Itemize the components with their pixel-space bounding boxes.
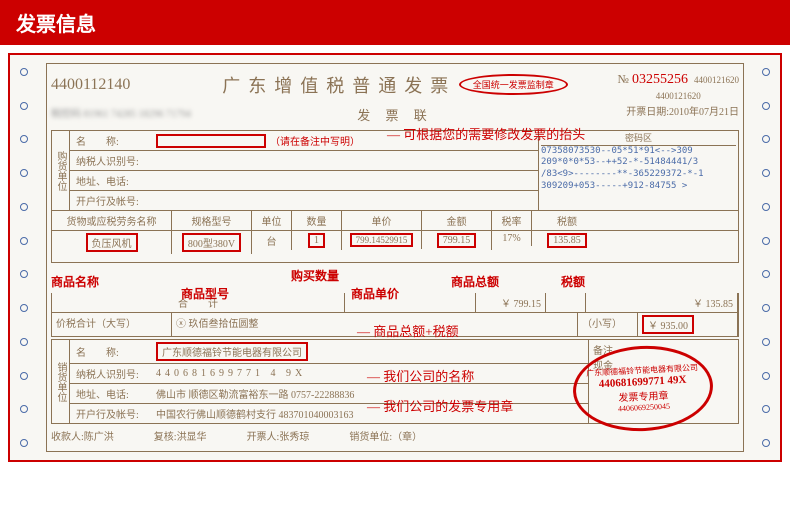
buyer-name-box <box>156 134 266 148</box>
item-tax: 135.85 <box>547 233 587 248</box>
buyer-vlabel: 购货单位 <box>52 131 70 210</box>
col-name: 货物或应税劳务名称 <box>52 211 172 230</box>
buyer-addr-label: 地址、电话: <box>76 173 129 188</box>
buyer-name-label: 名 称: <box>76 133 156 148</box>
invoice-code: 4400112140 <box>51 76 130 94</box>
seller-tax-label: 纳税人识别号: <box>76 366 156 381</box>
seller-vlabel: 销货单位 <box>52 340 70 423</box>
perforation-left <box>14 55 34 460</box>
sum-amount: ￥ 799.15 <box>476 293 546 312</box>
annot-qty: 购买数量 <box>291 267 339 284</box>
annot-header: — 可根据您的需要修改发票的抬头 <box>387 124 585 143</box>
col-amount: 金额 <box>422 211 492 230</box>
tax-control-code: 税控码 81961 74285 18296 71794 <box>51 105 191 120</box>
item-price: 799.14529915 <box>350 233 414 247</box>
item-spec: 800型380V <box>182 233 241 252</box>
annot-total: — 商品总额+税额 <box>357 321 459 340</box>
drawer-label: 开票人: <box>247 432 280 443</box>
copy-label: 发 票 联 <box>357 108 433 123</box>
code-area-content: 07358073530--05*51*91<-->309 209*0*0*53-… <box>541 146 736 193</box>
invoice-no: 03255256 <box>632 72 688 87</box>
buyer-name-hint: （请在备注中写明） <box>270 133 360 148</box>
seller-name-label: 名 称: <box>76 344 156 359</box>
seller-name: 广东顺德福铃节能电器有限公司 <box>156 342 308 361</box>
item-name: 负压风机 <box>86 233 138 252</box>
annot-tax: 税额 <box>561 273 585 290</box>
col-qty: 数量 <box>292 211 342 230</box>
col-rate: 税率 <box>492 211 532 230</box>
seller-bank-label: 开户行及帐号: <box>76 406 156 421</box>
buyer-tax-label: 纳税人识别号: <box>76 153 139 168</box>
col-tax: 税额 <box>532 211 602 230</box>
items-body-row: 负压风机 800型380V 台 1 799.14529915 799.15 17… <box>51 231 739 263</box>
annot-price: 商品单价 <box>351 285 399 302</box>
buyer-bank-label: 开户行及帐号: <box>76 193 139 208</box>
total-label: 价税合计（大写） <box>52 313 172 336</box>
annot-seal: — 我们公司的发票专用章 <box>367 396 513 415</box>
item-amount: 799.15 <box>437 233 477 248</box>
col-unit: 单位 <box>252 211 292 230</box>
total-small-label: （小写） <box>578 313 638 336</box>
col-price: 单价 <box>342 211 422 230</box>
seller-addr-label: 地址、电话: <box>76 386 156 401</box>
page-header: 发票信息 <box>0 0 790 45</box>
annot-amount: 商品总额 <box>451 273 499 290</box>
supervise-stamp: 全国统一发票监制章 <box>459 74 568 95</box>
total-small: ￥ 935.00 <box>642 315 694 334</box>
payee: 陈广洪 <box>84 432 114 443</box>
no-label: № <box>618 72 629 86</box>
annot-company: — 我们公司的名称 <box>367 366 474 385</box>
check: 洪显华 <box>177 432 207 443</box>
item-qty: 1 <box>308 233 325 248</box>
annot-name: 商品名称 <box>51 273 99 290</box>
drawer: 张秀琼 <box>279 432 309 443</box>
invoice-title: 广东增值税普通发票 <box>222 76 456 96</box>
issue-date: 开票日期:2010年07月21日 <box>626 103 739 118</box>
seller-addr: 佛山市 顺德区勒流富裕东一路 0757-22288836 <box>156 386 354 401</box>
payee-label: 收款人: <box>51 432 84 443</box>
page-body: 4400112140 广东增值税普通发票 全国统一发票监制章 № 0325525… <box>0 45 790 470</box>
seal-bottom: 4406069250045 <box>618 402 670 414</box>
invoice-number-block: № 03255256 4400121620 4400121620 <box>618 72 739 103</box>
seller-bank: 中国农行佛山顺德鹤村支行 483701040003163 <box>156 406 354 421</box>
item-unit: 台 <box>252 231 292 250</box>
annot-spec: 商品型号 <box>181 285 229 302</box>
items-header-row: 货物或应税劳务名称 规格型号 单位 数量 单价 金额 税率 税额 <box>51 211 739 231</box>
check-label: 复核: <box>154 432 177 443</box>
invoice-inner: 4400112140 广东增值税普通发票 全国统一发票监制章 № 0325525… <box>46 63 744 452</box>
invoice-frame: 4400112140 广东增值税普通发票 全国统一发票监制章 № 0325525… <box>8 53 782 462</box>
seller-tax: 440681699771 4 9X <box>156 368 306 379</box>
perforation-right <box>756 55 776 460</box>
item-rate: 17% <box>492 231 532 246</box>
col-spec: 规格型号 <box>172 211 252 230</box>
seller-seal-label: 销货单位:（章） <box>349 428 422 443</box>
sum-tax: ￥ 135.85 <box>586 293 738 312</box>
